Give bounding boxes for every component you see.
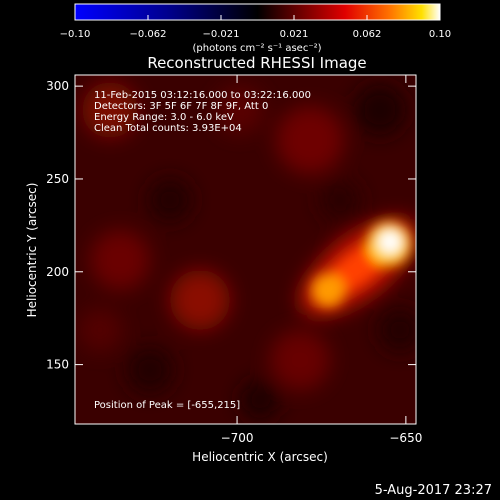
peak-core bbox=[377, 229, 402, 254]
annotation-line: Detectors: 3F 5F 6F 7F 8F 9F, Att 0 bbox=[94, 101, 268, 112]
colorbar bbox=[74, 3, 441, 21]
y-tick-label: 200 bbox=[46, 265, 69, 279]
y-tick-label: 250 bbox=[46, 172, 69, 186]
colorbar-tick-label: −0.10 bbox=[60, 29, 91, 40]
y-tick-label: 150 bbox=[46, 358, 69, 372]
colorbar-tick-label: 0.10 bbox=[429, 29, 451, 40]
emission-sources bbox=[300, 218, 416, 316]
colorbar-tick-label: 0.021 bbox=[280, 29, 309, 40]
annotation-line: 11-Feb-2015 03:12:16.000 to 03:22:16.000 bbox=[94, 90, 311, 101]
colorbar-unit-label: (photons cm⁻² s⁻¹ asec⁻²) bbox=[192, 43, 321, 54]
plot-frame bbox=[74, 74, 417, 425]
colorbar-tick-label: 0.062 bbox=[353, 29, 382, 40]
annotations: 11-Feb-2015 03:12:16.000 to 03:22:16.000… bbox=[94, 90, 311, 134]
colorbar-ticks: −0.10 −0.062 −0.021 0.021 0.062 0.10 bbox=[60, 15, 451, 40]
heatmap-image bbox=[75, 75, 416, 424]
y-axis-ticks: 150 200 250 300 bbox=[46, 79, 416, 372]
annotation-line: Energy Range: 3.0 - 6.0 keV bbox=[94, 112, 234, 123]
x-axis-label: Heliocentric X (arcsec) bbox=[192, 450, 328, 464]
secondary-source bbox=[311, 273, 346, 308]
annotation-line: Clean Total counts: 3.93E+04 bbox=[94, 123, 242, 134]
source-core bbox=[311, 221, 411, 308]
chart-title: Reconstructed RHESSI Image bbox=[147, 54, 366, 72]
y-axis-label: Heliocentric Y (arcsec) bbox=[25, 183, 39, 318]
colorbar-tick-label: −0.021 bbox=[202, 29, 239, 40]
x-axis-ticks: −700−650−600 bbox=[221, 75, 422, 445]
colorbar-tick-label: −0.062 bbox=[129, 29, 166, 40]
x-tick-label: −650 bbox=[389, 431, 422, 445]
y-tick-label: 300 bbox=[46, 79, 69, 93]
x-tick-label: −700 bbox=[221, 431, 254, 445]
peak-position-label: Position of Peak = [-655,215] bbox=[94, 400, 240, 411]
footer-date: 5-Aug-2017 23:27 bbox=[375, 483, 492, 498]
